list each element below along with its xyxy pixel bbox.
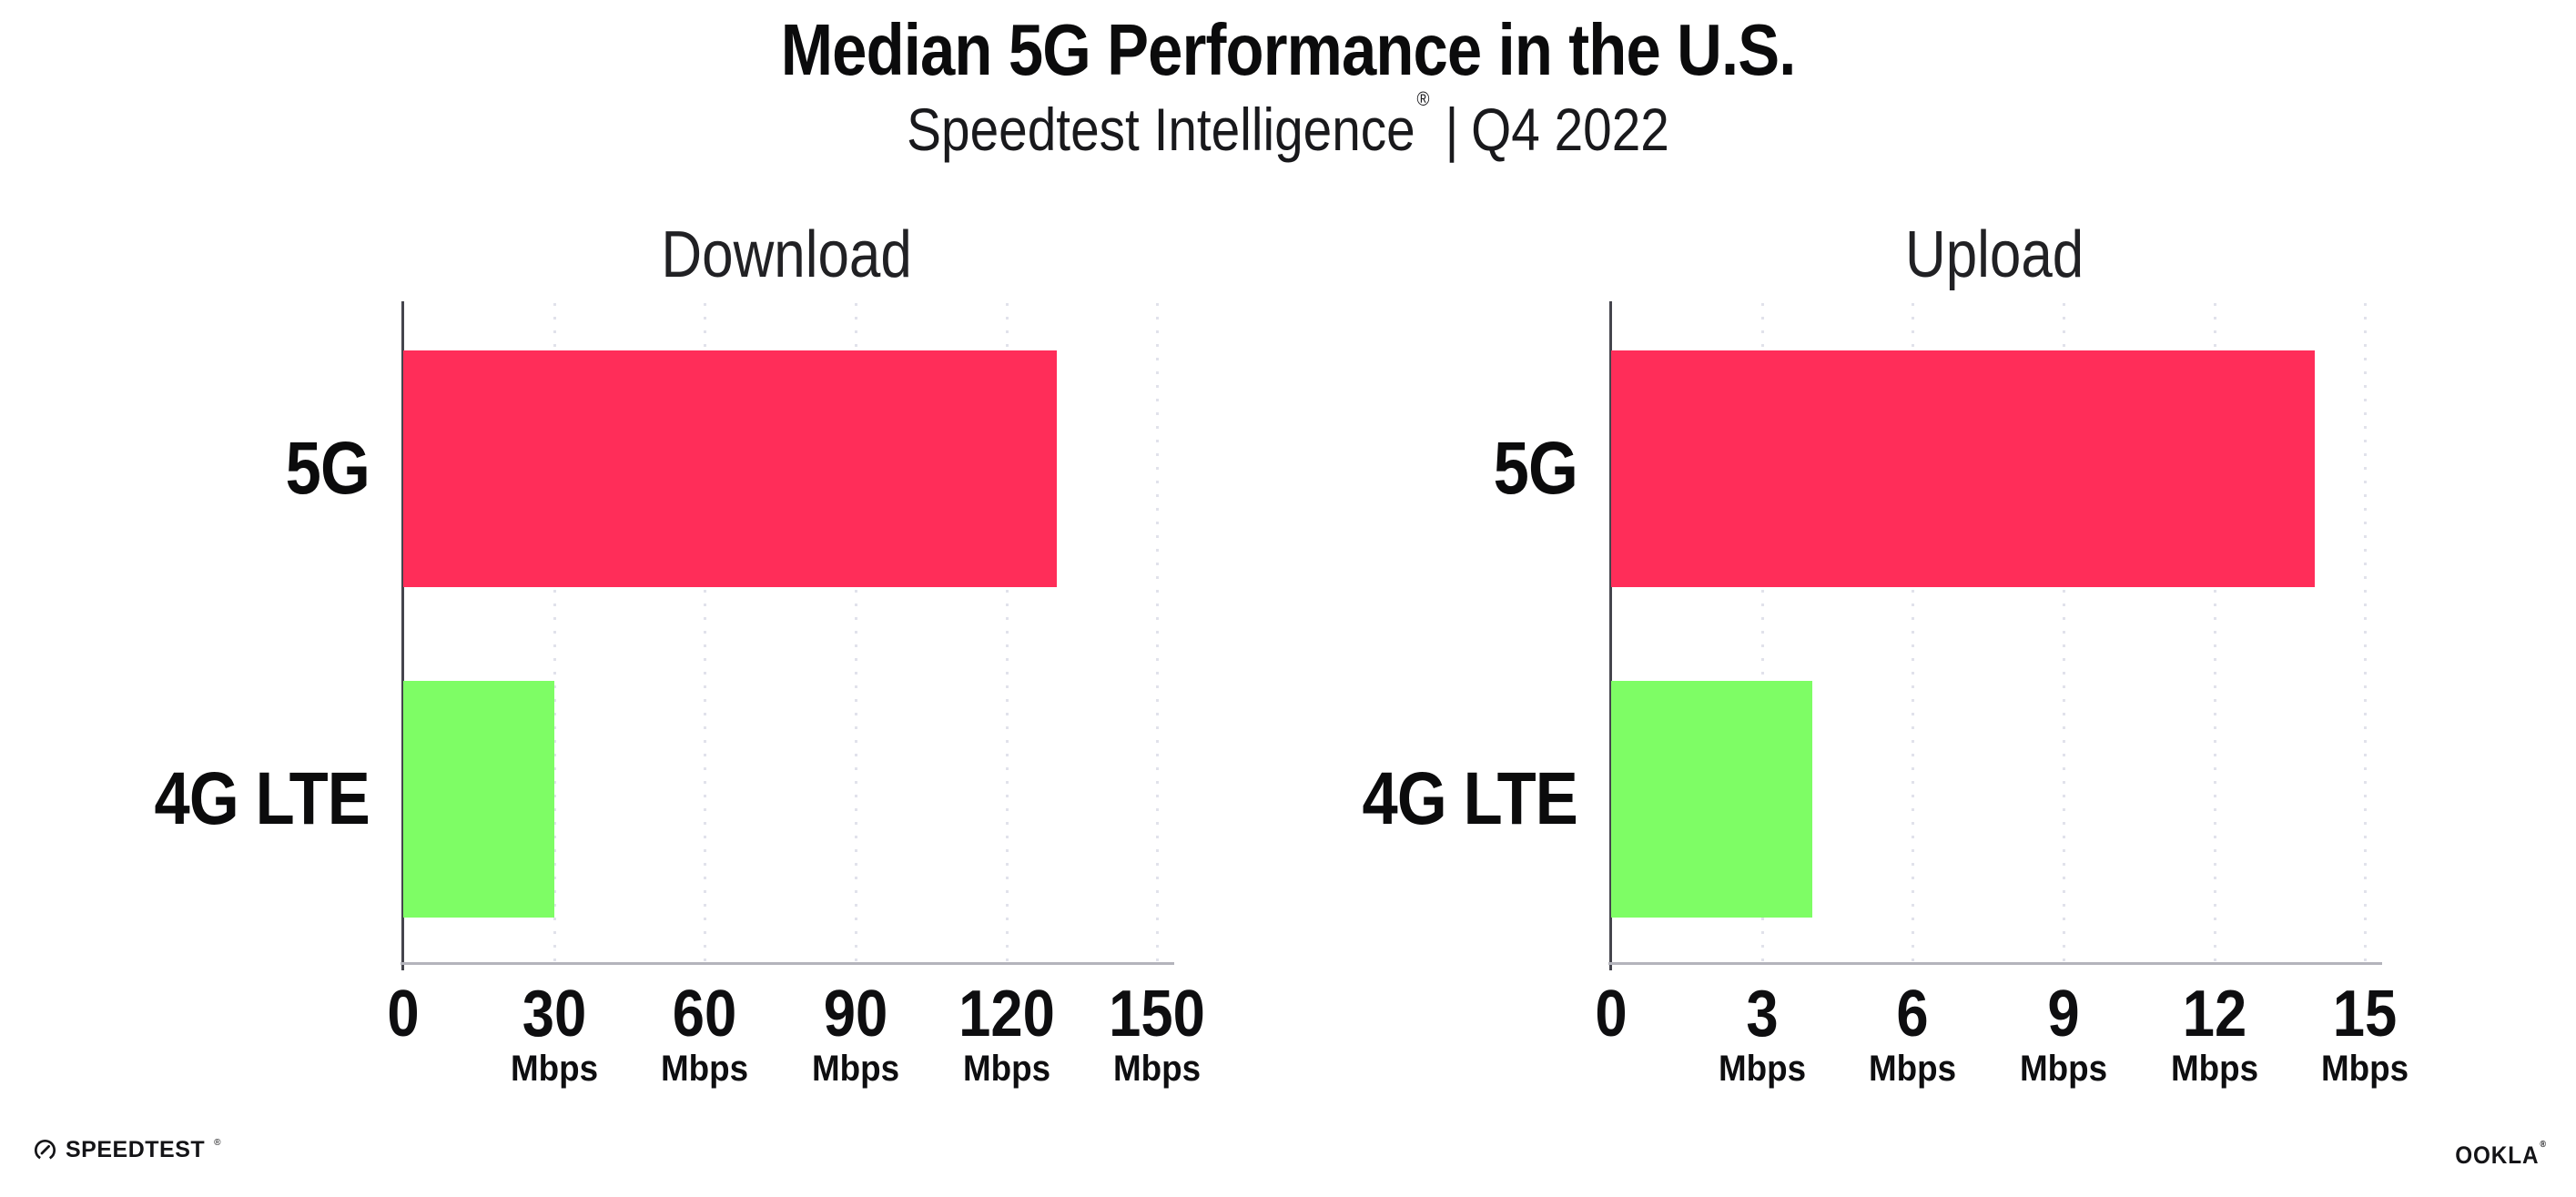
speedtest-logo: SPEEDTEST ® [33,1137,221,1163]
tick-label-60: 60 [673,978,737,1050]
ookla-trademark-symbol: ® [2540,1140,2547,1150]
tick-unit-15: Mbps [2321,1049,2409,1089]
tick-unit-30: Mbps [510,1049,598,1089]
tick-unit-120: Mbps [962,1049,1050,1089]
download-chart-title: Download [513,217,1060,293]
tick-label-0: 0 [1595,978,1628,1050]
page-title-text: Median 5G Performance in the U.S. [780,9,1797,90]
category-label-4g-lte: 4G LTE [154,757,370,841]
upload-plot: 5G 4G LTE 0 3 Mbps 6 Mbps 9 Mbps 12 Mbps 15 Mbps [1363,301,2409,1089]
download-plot: 5G 4G LTE 0 30 Mbps 60 Mbps 90 Mbps 120 Mbps 150 Mbp… [155,301,1205,1089]
bar-5g-upload [1611,350,2315,587]
x-axis-line [401,962,1174,965]
tick-unit-9: Mbps [2019,1049,2107,1089]
tick-unit-6: Mbps [1869,1049,1957,1089]
gridline-12 [2213,303,2216,965]
registered-mark: ® [1416,87,1430,110]
tick-label-3: 3 [1745,978,1779,1050]
tick-label-120: 120 [958,978,1055,1050]
gridline-9 [2062,303,2065,965]
subtitle-brand: Speedtest Intelligence [907,96,1415,163]
tick-label-12: 12 [2182,978,2246,1050]
tick-unit-150: Mbps [1113,1049,1202,1089]
page-title: Median 5G Performance in the U.S. [0,9,2576,91]
page-subtitle: Speedtest Intelligence® | Q4 2022 [0,89,2576,166]
upload-chart-title: Upload [1721,217,2267,293]
bar-5g-download [403,350,1057,587]
category-label-4g-lte: 4G LTE [1362,757,1578,841]
tick-unit-3: Mbps [1718,1049,1806,1089]
ookla-wordmark: OOKLA [2455,1141,2540,1169]
speedtest-wordmark: SPEEDTEST [66,1137,206,1162]
tick-label-0: 0 [387,978,420,1050]
gridline-15 [2364,303,2368,965]
gridline-120 [1005,303,1009,965]
tick-unit-90: Mbps [811,1049,899,1089]
speedtest-gauge-icon [34,1139,56,1161]
tick-label-9: 9 [2047,978,2080,1050]
tick-unit-60: Mbps [661,1049,749,1089]
subtitle-period: Q4 2022 [1471,96,1669,163]
subtitle-separator: | [1445,96,1459,163]
category-label-5g: 5G [285,426,370,510]
gridline-6 [1912,303,1915,965]
tick-label-90: 90 [823,978,888,1050]
gridline-3 [1760,303,1764,965]
gridline-30 [553,303,556,965]
upload-chart-title-text: Upload [1904,218,2084,291]
tick-label-6: 6 [1896,978,1929,1050]
tick-label-150: 150 [1109,978,1206,1050]
gridline-150 [1156,303,1160,965]
tick-unit-12: Mbps [2170,1049,2258,1089]
gridline-90 [854,303,857,965]
gridline-60 [704,303,707,965]
tick-label-30: 30 [522,978,586,1050]
bar-4g-lte-upload [1611,681,1812,918]
y-axis-spine [1609,301,1612,970]
speedtest-trademark-symbol: ® [214,1137,221,1148]
download-chart-title-text: Download [661,218,912,291]
ookla-logo: OOKLA® [2455,1141,2547,1170]
x-axis-line [1608,962,2382,965]
tick-label-15: 15 [2332,978,2398,1050]
bar-4g-lte-download [403,681,554,918]
category-label-5g: 5G [1493,426,1578,510]
y-axis-spine [401,301,404,970]
